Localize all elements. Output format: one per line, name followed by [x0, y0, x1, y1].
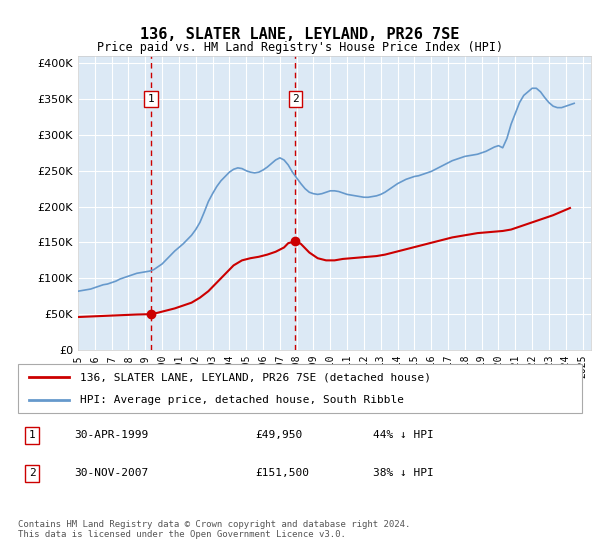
Text: 38% ↓ HPI: 38% ↓ HPI: [373, 469, 434, 478]
FancyBboxPatch shape: [18, 364, 582, 413]
Text: 136, SLATER LANE, LEYLAND, PR26 7SE: 136, SLATER LANE, LEYLAND, PR26 7SE: [140, 27, 460, 42]
Text: Price paid vs. HM Land Registry's House Price Index (HPI): Price paid vs. HM Land Registry's House …: [97, 40, 503, 54]
Text: £49,950: £49,950: [255, 431, 302, 440]
Text: 44% ↓ HPI: 44% ↓ HPI: [373, 431, 434, 440]
Text: 1: 1: [148, 94, 154, 104]
Text: 30-APR-1999: 30-APR-1999: [74, 431, 149, 440]
Text: Contains HM Land Registry data © Crown copyright and database right 2024.
This d: Contains HM Land Registry data © Crown c…: [18, 520, 410, 539]
Text: 2: 2: [29, 469, 35, 478]
Text: 1: 1: [29, 431, 35, 440]
Text: 2: 2: [292, 94, 299, 104]
Text: 30-NOV-2007: 30-NOV-2007: [74, 469, 149, 478]
Text: £151,500: £151,500: [255, 469, 309, 478]
Text: HPI: Average price, detached house, South Ribble: HPI: Average price, detached house, Sout…: [80, 395, 404, 405]
Text: 136, SLATER LANE, LEYLAND, PR26 7SE (detached house): 136, SLATER LANE, LEYLAND, PR26 7SE (det…: [80, 372, 431, 382]
